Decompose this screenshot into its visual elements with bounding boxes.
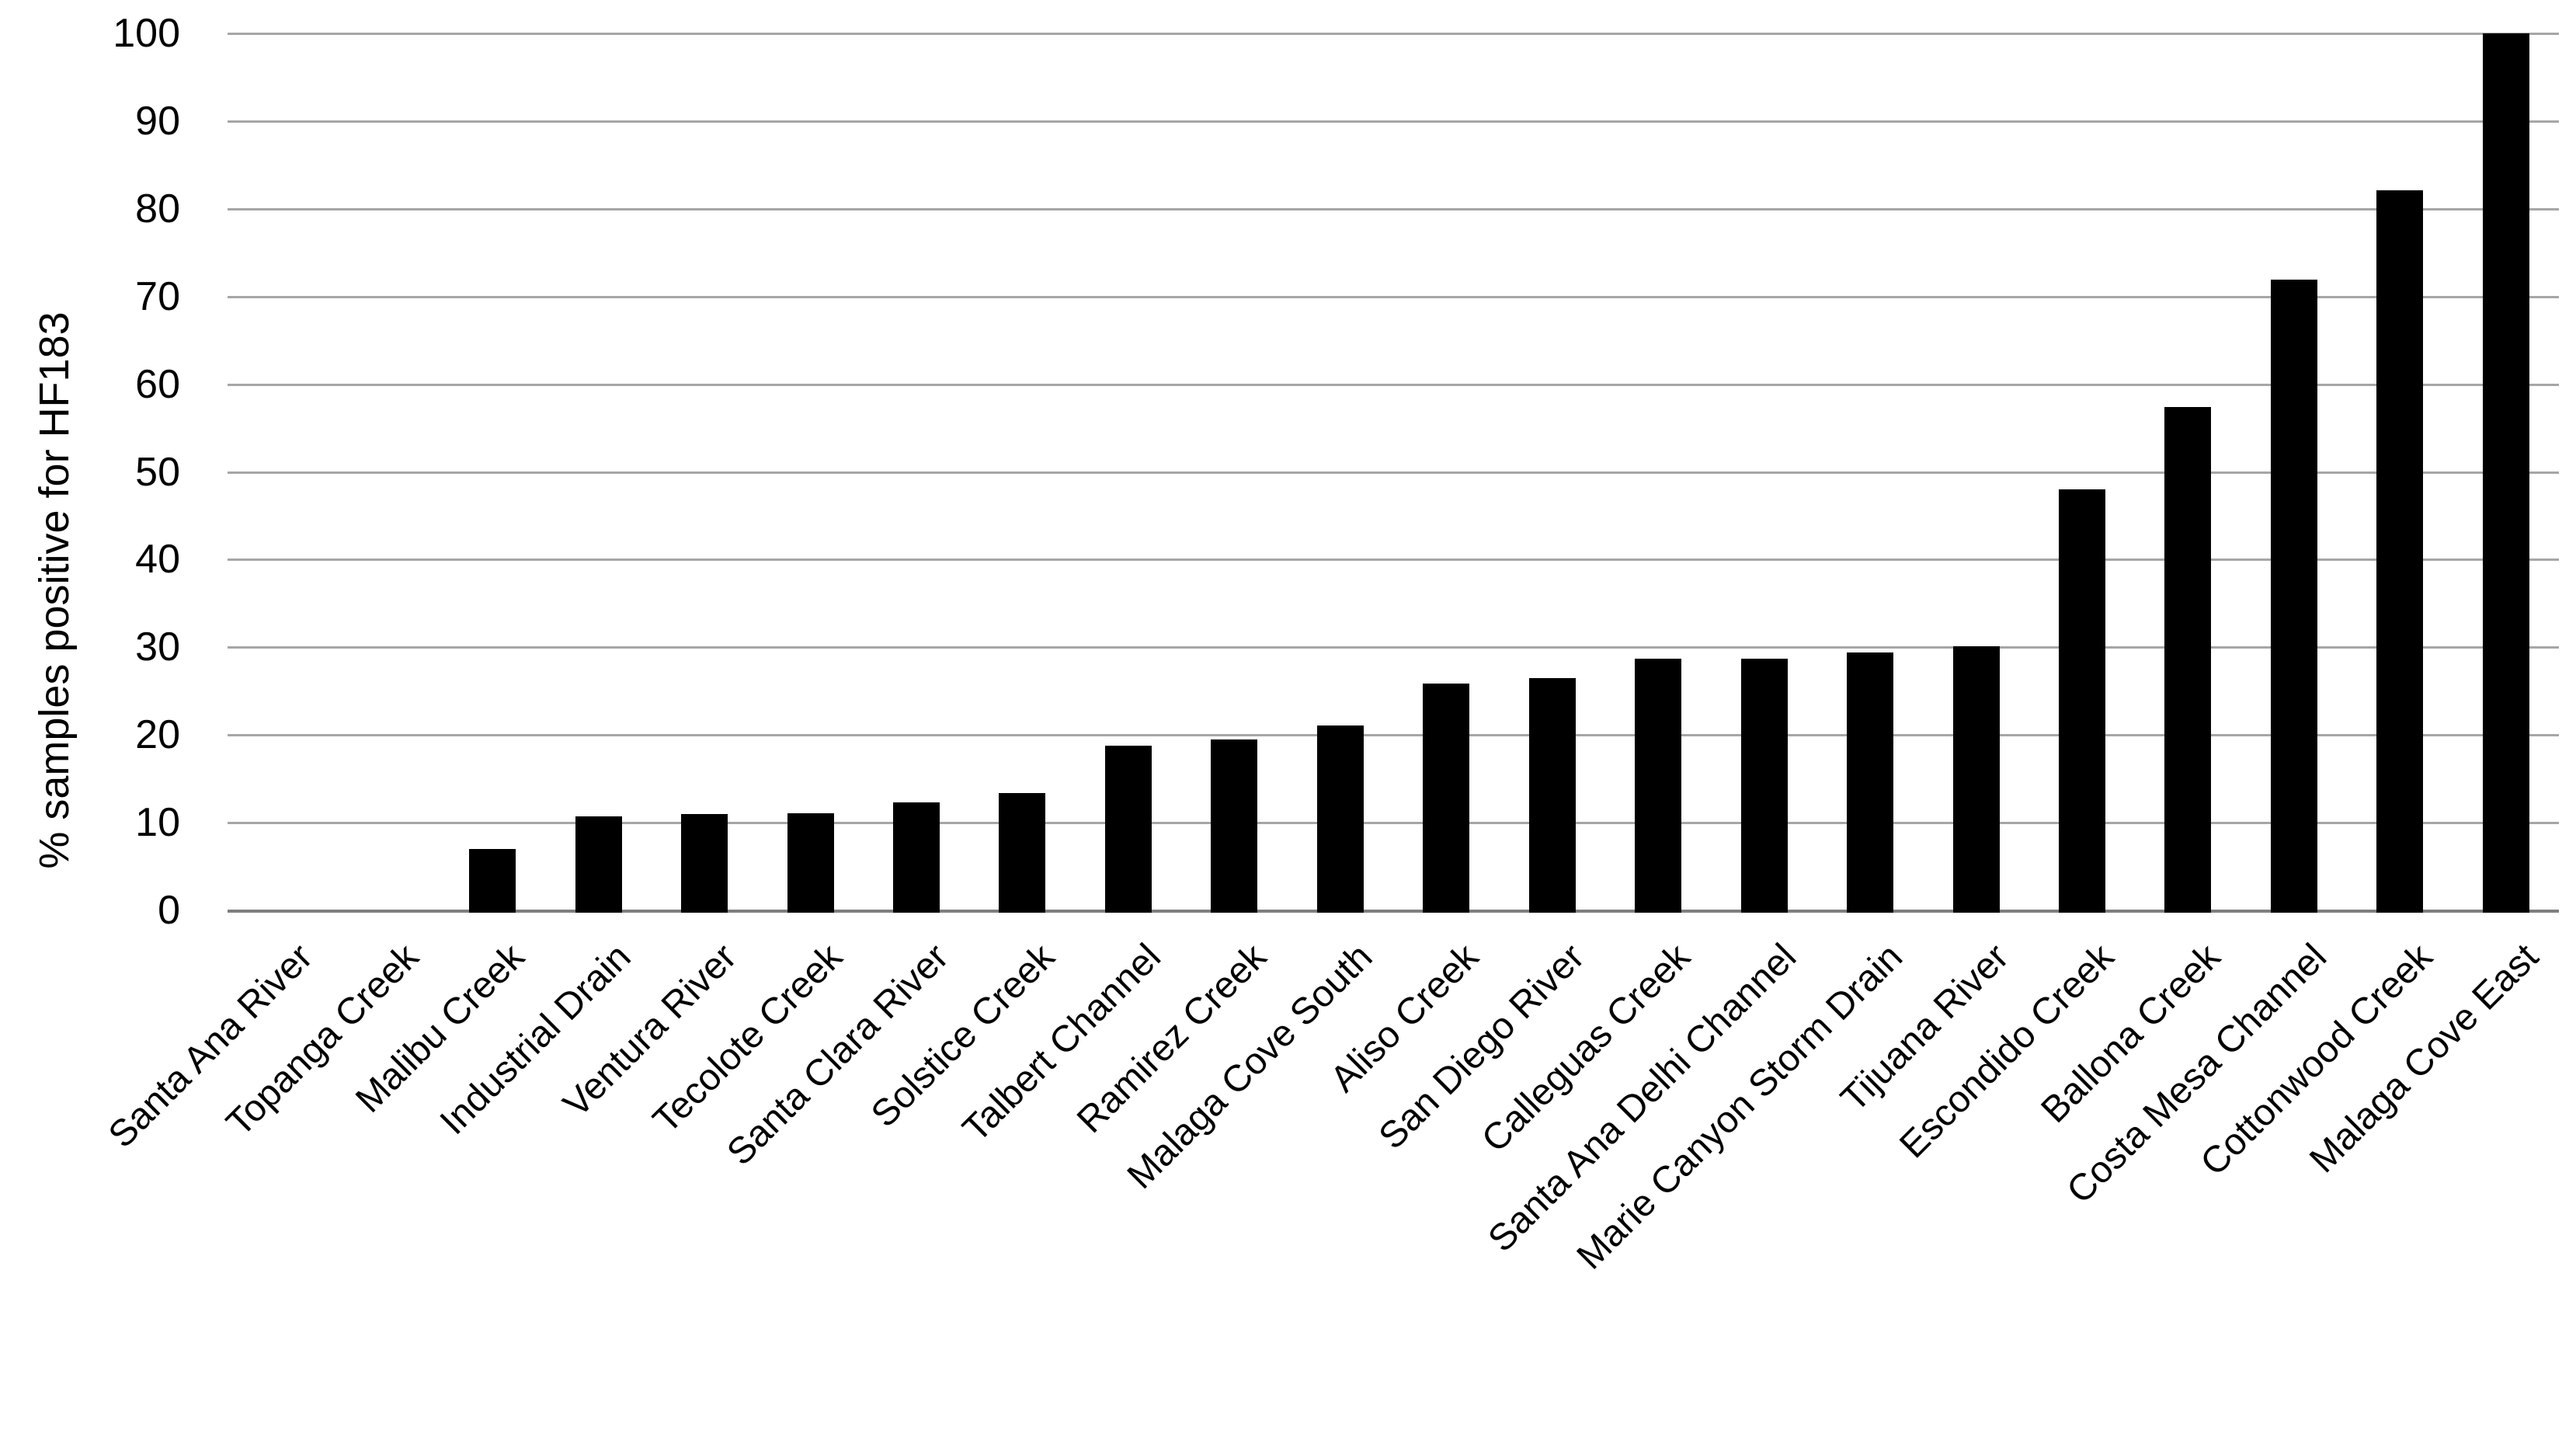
bar xyxy=(1104,745,1152,913)
gridline xyxy=(228,295,2559,298)
x-tick-label: Ramirez Creek xyxy=(1069,936,1275,1142)
y-tick-label: 30 xyxy=(135,625,180,670)
x-tick-label: Solstice Creek xyxy=(863,936,1063,1136)
bar xyxy=(1528,677,1576,913)
y-tick-label: 40 xyxy=(135,537,180,583)
bar xyxy=(469,848,516,913)
gridline xyxy=(228,822,2559,825)
gridline xyxy=(228,471,2559,474)
bar xyxy=(2270,280,2317,913)
bar xyxy=(892,802,940,913)
gridline xyxy=(228,120,2559,123)
x-tick-label: Topanga Creek xyxy=(218,936,427,1144)
y-tick-label: 80 xyxy=(135,186,180,231)
bar xyxy=(999,792,1046,913)
gridline xyxy=(228,910,2559,913)
bar xyxy=(1952,646,2000,913)
bar xyxy=(1423,683,1470,913)
bar xyxy=(1847,652,1894,913)
gridline xyxy=(228,558,2559,562)
y-tick-label: 90 xyxy=(135,98,180,144)
bar xyxy=(681,813,728,913)
bar xyxy=(1635,658,1682,913)
bar xyxy=(2164,406,2212,913)
y-tick-label: 20 xyxy=(135,712,180,758)
bar xyxy=(1740,658,1788,913)
y-tick-label: 100 xyxy=(113,11,180,56)
bar xyxy=(2376,190,2424,913)
gridline xyxy=(228,33,2559,35)
bar xyxy=(2058,489,2105,913)
y-tick-label: 50 xyxy=(135,449,180,495)
y-tick-label: 70 xyxy=(135,273,180,319)
gridline xyxy=(228,734,2559,737)
x-tick-label: Industrial Drain xyxy=(432,936,639,1143)
bar xyxy=(2482,33,2529,913)
y-tick-label: 0 xyxy=(158,888,180,933)
bar xyxy=(575,816,622,913)
gridline xyxy=(228,383,2559,386)
y-tick-label: 60 xyxy=(135,361,180,407)
bar xyxy=(1211,739,1258,913)
x-tick-label: Tecolote Creek xyxy=(645,936,851,1142)
gridline xyxy=(228,207,2559,211)
bar xyxy=(787,812,834,913)
gridline xyxy=(228,646,2559,649)
bar xyxy=(1316,725,1364,913)
y-tick-label: 10 xyxy=(135,800,180,846)
